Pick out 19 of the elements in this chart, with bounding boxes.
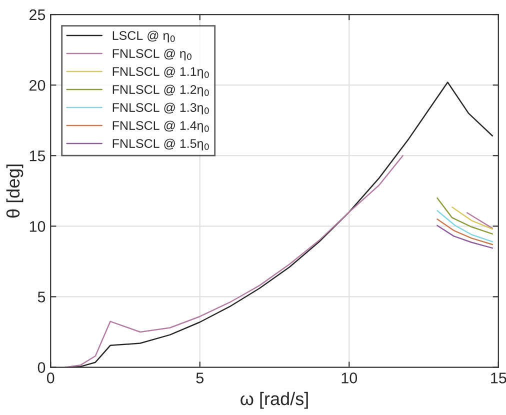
legend-label: FNLSCL @ 1.2η$_{0}$: [112, 84, 209, 96]
y-tick-label: 10: [30, 221, 46, 232]
x-axis-title: ω [rad/s]: [240, 392, 308, 409]
x-tick-label: 15: [491, 372, 506, 384]
y-tick-label: 15: [30, 150, 46, 162]
y-tick-label: 20: [30, 80, 46, 91]
legend-label: FNLSCL @ 1.5η$_{0}$: [112, 138, 209, 150]
y-tick-label: 5: [38, 292, 46, 302]
legend-label: FNLSCL @ 1.4η$_{0}$: [112, 120, 209, 132]
x-tick-label: 5: [196, 372, 204, 384]
x-tick-label: 0: [46, 372, 54, 384]
x-tick-label: 10: [342, 372, 358, 384]
legend-label: FNLSCL @ 1.3η$_{0}$: [112, 102, 209, 114]
y-tick-label: 0: [38, 362, 46, 373]
y-axis-title: θ [deg]: [6, 164, 24, 218]
y-tick-label: 25: [30, 9, 46, 20]
legend-label: FNLSCL @ η$_{0}$: [112, 48, 192, 60]
legend-label: LSCL @ η$_{0}$: [112, 30, 175, 42]
legend-label: FNLSCL @ 1.1η$_{0}$: [112, 66, 209, 78]
